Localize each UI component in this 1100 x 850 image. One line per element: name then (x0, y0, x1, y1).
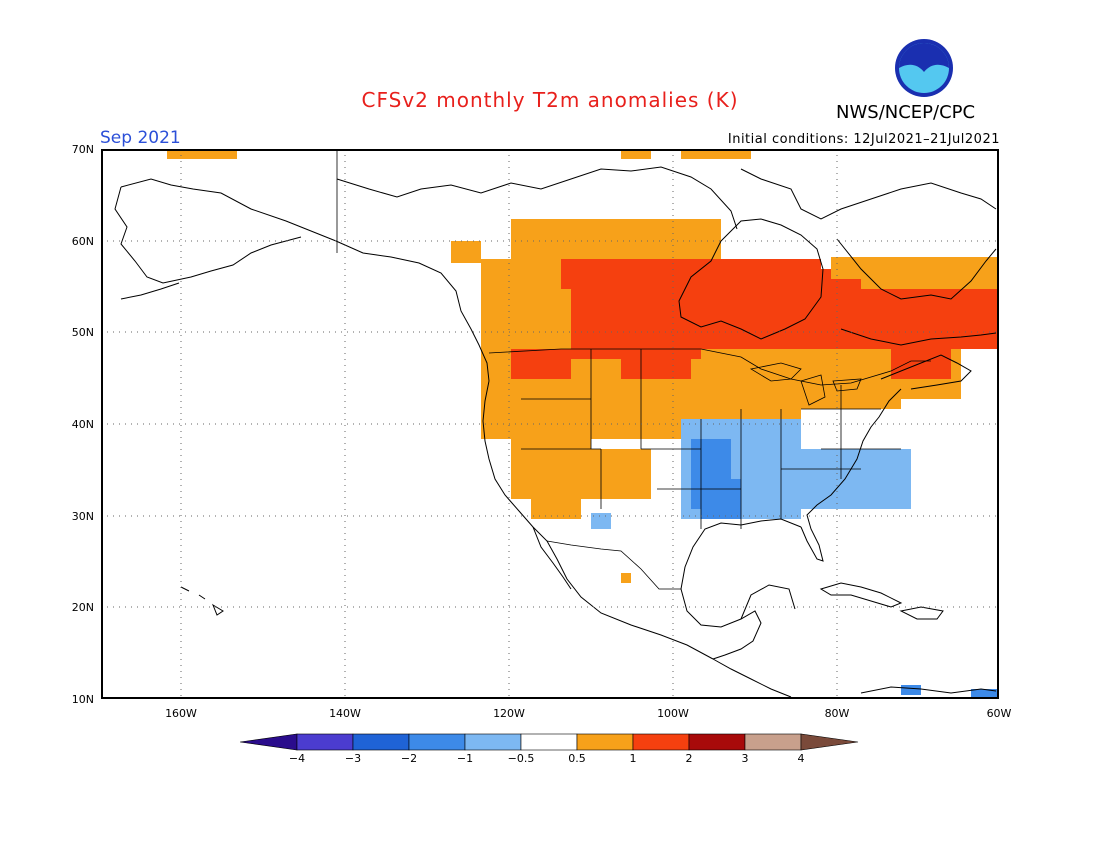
coastline-alaska-west (114, 186, 302, 284)
colorbar-label: 1 (629, 752, 637, 765)
coastline-yucatan (740, 584, 796, 620)
lat-label: 10N (71, 693, 94, 706)
anomaly-cell (681, 149, 751, 159)
anomaly-cell (701, 479, 741, 519)
colorbar-label: −0.5 (507, 752, 535, 765)
colorbar-arrow-low (240, 733, 298, 751)
colorbar-box (352, 733, 410, 751)
coastline-us-east (800, 388, 902, 562)
color-bar (240, 733, 859, 751)
lon-label: 140W (329, 707, 361, 720)
colorbar-label: 3 (741, 752, 749, 765)
lon-label: 60W (986, 707, 1012, 720)
coastline-south-america (860, 686, 997, 694)
map-title: CFSv2 monthly T2m anomalies (K) (361, 88, 739, 112)
colorbar-label: −1 (456, 752, 474, 765)
coastline-cuba (819, 582, 903, 608)
colorbar-box (688, 733, 746, 751)
anomaly-cell (801, 449, 911, 509)
anomaly-cell (511, 219, 721, 259)
anomaly-cell (621, 349, 691, 379)
colorbar-box (632, 733, 690, 751)
anomaly-cell (451, 241, 481, 263)
colorbar-label: 4 (797, 752, 805, 765)
agency-label: NWS/NCEP/CPC (836, 102, 976, 123)
coastline-hudson-bay (678, 218, 824, 340)
lat-label: 40N (71, 418, 94, 431)
colorbar-box (744, 733, 802, 751)
colorbar-label: −3 (344, 752, 362, 765)
political-borders (336, 149, 931, 590)
colorbar-label: 0.5 (568, 752, 586, 765)
colorbar-box (408, 733, 466, 751)
coastline-labrador (836, 238, 997, 300)
us-states (521, 349, 901, 529)
anomaly-cell (591, 513, 611, 529)
map-frame (101, 149, 999, 699)
lat-label: 60N (71, 235, 94, 248)
lat-label: 20N (71, 601, 94, 614)
lat-label: 50N (71, 326, 94, 339)
initial-conditions: Initial conditions: 12Jul2021–21Jul2021 (727, 132, 1000, 147)
border-us-mexico (546, 540, 681, 590)
coastline-hispaniola (899, 606, 944, 620)
anomaly-cell (901, 685, 921, 695)
coastline-nova-scotia (880, 354, 972, 390)
coastline-baja (532, 526, 572, 590)
lon-label: 160W (165, 707, 197, 720)
border-us-canada (488, 348, 931, 386)
lon-label: 100W (657, 707, 689, 720)
coastline-central-america (712, 658, 792, 698)
arctic-islands (740, 168, 997, 220)
colorbar-box (576, 733, 634, 751)
anomaly-cell (561, 259, 641, 289)
anomaly-cell (621, 573, 631, 583)
lon-label: 80W (824, 707, 850, 720)
anomaly-cell (167, 149, 237, 159)
coastline-gulf-st-lawrence (840, 328, 997, 346)
forecast-month: Sep 2021 (100, 128, 181, 148)
colorbar-label: 2 (685, 752, 693, 765)
anomaly-map (101, 149, 999, 699)
anomaly-cell (621, 149, 651, 159)
lat-label: 30N (71, 510, 94, 523)
colorbar-box (296, 733, 354, 751)
lon-label: 120W (493, 707, 525, 720)
colorbar-box (464, 733, 522, 751)
anomaly-cell (531, 449, 651, 499)
coastline-arctic (336, 166, 738, 230)
anomaly-cell (891, 339, 951, 379)
colorbar-box (520, 733, 578, 751)
aleutian-islands (120, 282, 180, 300)
anomaly-cell (721, 269, 831, 339)
colorbar-label: −4 (288, 752, 306, 765)
coastlines (114, 166, 997, 698)
anomaly-cell (971, 689, 997, 697)
coastline-alaska (120, 178, 490, 382)
hawaiian-islands (180, 586, 224, 616)
noaa-logo (894, 38, 954, 98)
anomaly-cell (801, 349, 901, 409)
anomaly-cell (511, 349, 571, 379)
coastline-us-west (482, 380, 714, 660)
colorbar-arrow-high (800, 733, 859, 751)
great-lakes (749, 362, 862, 406)
colorbar-label: −2 (400, 752, 418, 765)
lat-label: 70N (71, 143, 94, 156)
